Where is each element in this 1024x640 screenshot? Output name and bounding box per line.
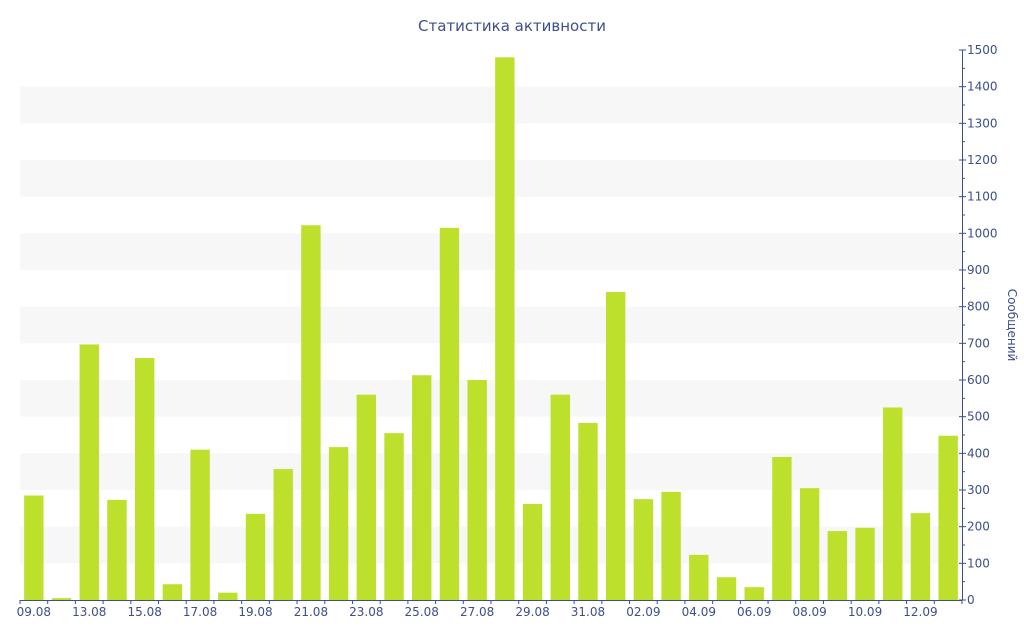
grid-bands bbox=[20, 86, 962, 564]
y-tick-label: 1500 bbox=[967, 43, 998, 57]
x-tick-label: 17.08 bbox=[183, 605, 217, 619]
x-tick-label: 21.08 bbox=[294, 605, 328, 619]
bar-11.09 bbox=[883, 407, 903, 600]
bar-27.08 bbox=[467, 380, 487, 600]
bar-28.08 bbox=[495, 57, 515, 601]
grid-band bbox=[20, 453, 962, 490]
bar-02.09 bbox=[633, 499, 654, 600]
x-tick-label: 02.09 bbox=[626, 605, 660, 619]
bar-26.08 bbox=[439, 227, 460, 601]
y-tick-label: 1100 bbox=[967, 190, 998, 204]
y-tick-label: 0 bbox=[967, 593, 975, 607]
x-tick-label: 25.08 bbox=[405, 605, 439, 619]
bar-06.09 bbox=[744, 587, 764, 600]
x-tick-label: 09.08 bbox=[17, 605, 51, 619]
bars bbox=[24, 57, 958, 601]
y-tick-label: 200 bbox=[967, 520, 990, 534]
bar-10.09 bbox=[855, 527, 875, 600]
y-tick-label: 1000 bbox=[967, 226, 998, 240]
y-tick-label: 800 bbox=[967, 300, 990, 314]
grid-band bbox=[20, 160, 962, 197]
bar-16.08 bbox=[162, 584, 183, 600]
grid-band bbox=[20, 306, 962, 344]
axes: 09.08 13.08 15.08 17.08 19.08 21.08 23.08 25.08… bbox=[17, 43, 998, 619]
y-tick-label: 700 bbox=[967, 336, 990, 350]
bar-05.09 bbox=[716, 577, 737, 600]
grid-band bbox=[20, 233, 962, 270]
bar-31.08 bbox=[578, 422, 598, 600]
bar-19.08 bbox=[245, 513, 266, 600]
grid-band bbox=[20, 380, 962, 417]
bar-18.08 bbox=[218, 592, 238, 600]
x-tick-label: 15.08 bbox=[127, 605, 161, 619]
bar-07.09 bbox=[772, 457, 792, 600]
bar-23.08 bbox=[356, 394, 377, 600]
y-tick-label: 100 bbox=[967, 556, 990, 570]
bar-14.08 bbox=[107, 499, 127, 600]
bar-13.08 bbox=[79, 344, 99, 600]
y-tick-label: 1400 bbox=[967, 80, 998, 94]
bar-03.09 bbox=[661, 491, 681, 600]
bar-09.08 bbox=[24, 495, 44, 600]
grid-band bbox=[20, 526, 962, 564]
y-tick-label: 1300 bbox=[967, 116, 998, 130]
bar-22.08 bbox=[328, 447, 349, 600]
x-tick-label: 13.08 bbox=[72, 605, 106, 619]
x-tick-label: 29.08 bbox=[515, 605, 549, 619]
bar-24.08 bbox=[384, 433, 404, 600]
bar-30.08 bbox=[550, 394, 570, 600]
bar-11.08 bbox=[51, 598, 72, 600]
y-tick-label: 500 bbox=[967, 410, 990, 424]
x-tick-label: 04.09 bbox=[682, 605, 716, 619]
x-tick-label: 23.08 bbox=[349, 605, 383, 619]
bar-15.08 bbox=[134, 358, 155, 600]
y-tick-label: 300 bbox=[967, 483, 990, 497]
y-tick-label: 600 bbox=[967, 373, 990, 387]
y-tick-label: 900 bbox=[967, 263, 990, 277]
grid-band bbox=[20, 86, 962, 124]
x-tick-label: 27.08 bbox=[460, 605, 494, 619]
x-tick-label: 31.08 bbox=[571, 605, 605, 619]
bar-08.09 bbox=[799, 488, 820, 600]
bar-09.09 bbox=[827, 531, 848, 600]
y-tick-label: 1200 bbox=[967, 153, 998, 167]
bar-29.08 bbox=[522, 503, 543, 600]
x-tick-label: 19.08 bbox=[238, 605, 272, 619]
bar-04.09 bbox=[689, 554, 709, 600]
bar-21.08 bbox=[301, 225, 321, 600]
y-axis-title: Сообщений bbox=[1005, 289, 1019, 362]
x-tick-label: 06.09 bbox=[737, 605, 771, 619]
bar-01.09 bbox=[605, 292, 626, 600]
y-tick-label: 400 bbox=[967, 446, 990, 460]
chart-title: Статистика активности bbox=[418, 17, 606, 35]
x-tick-label: 10.09 bbox=[848, 605, 882, 619]
x-tick-label: 08.09 bbox=[792, 605, 826, 619]
x-tick-label: 12.09 bbox=[903, 605, 937, 619]
bar-20.08 bbox=[273, 469, 293, 600]
bar-17.08 bbox=[190, 449, 210, 600]
bar-25.08 bbox=[412, 375, 432, 600]
bar-13.09 bbox=[938, 435, 958, 600]
bar-12.09 bbox=[910, 513, 931, 600]
